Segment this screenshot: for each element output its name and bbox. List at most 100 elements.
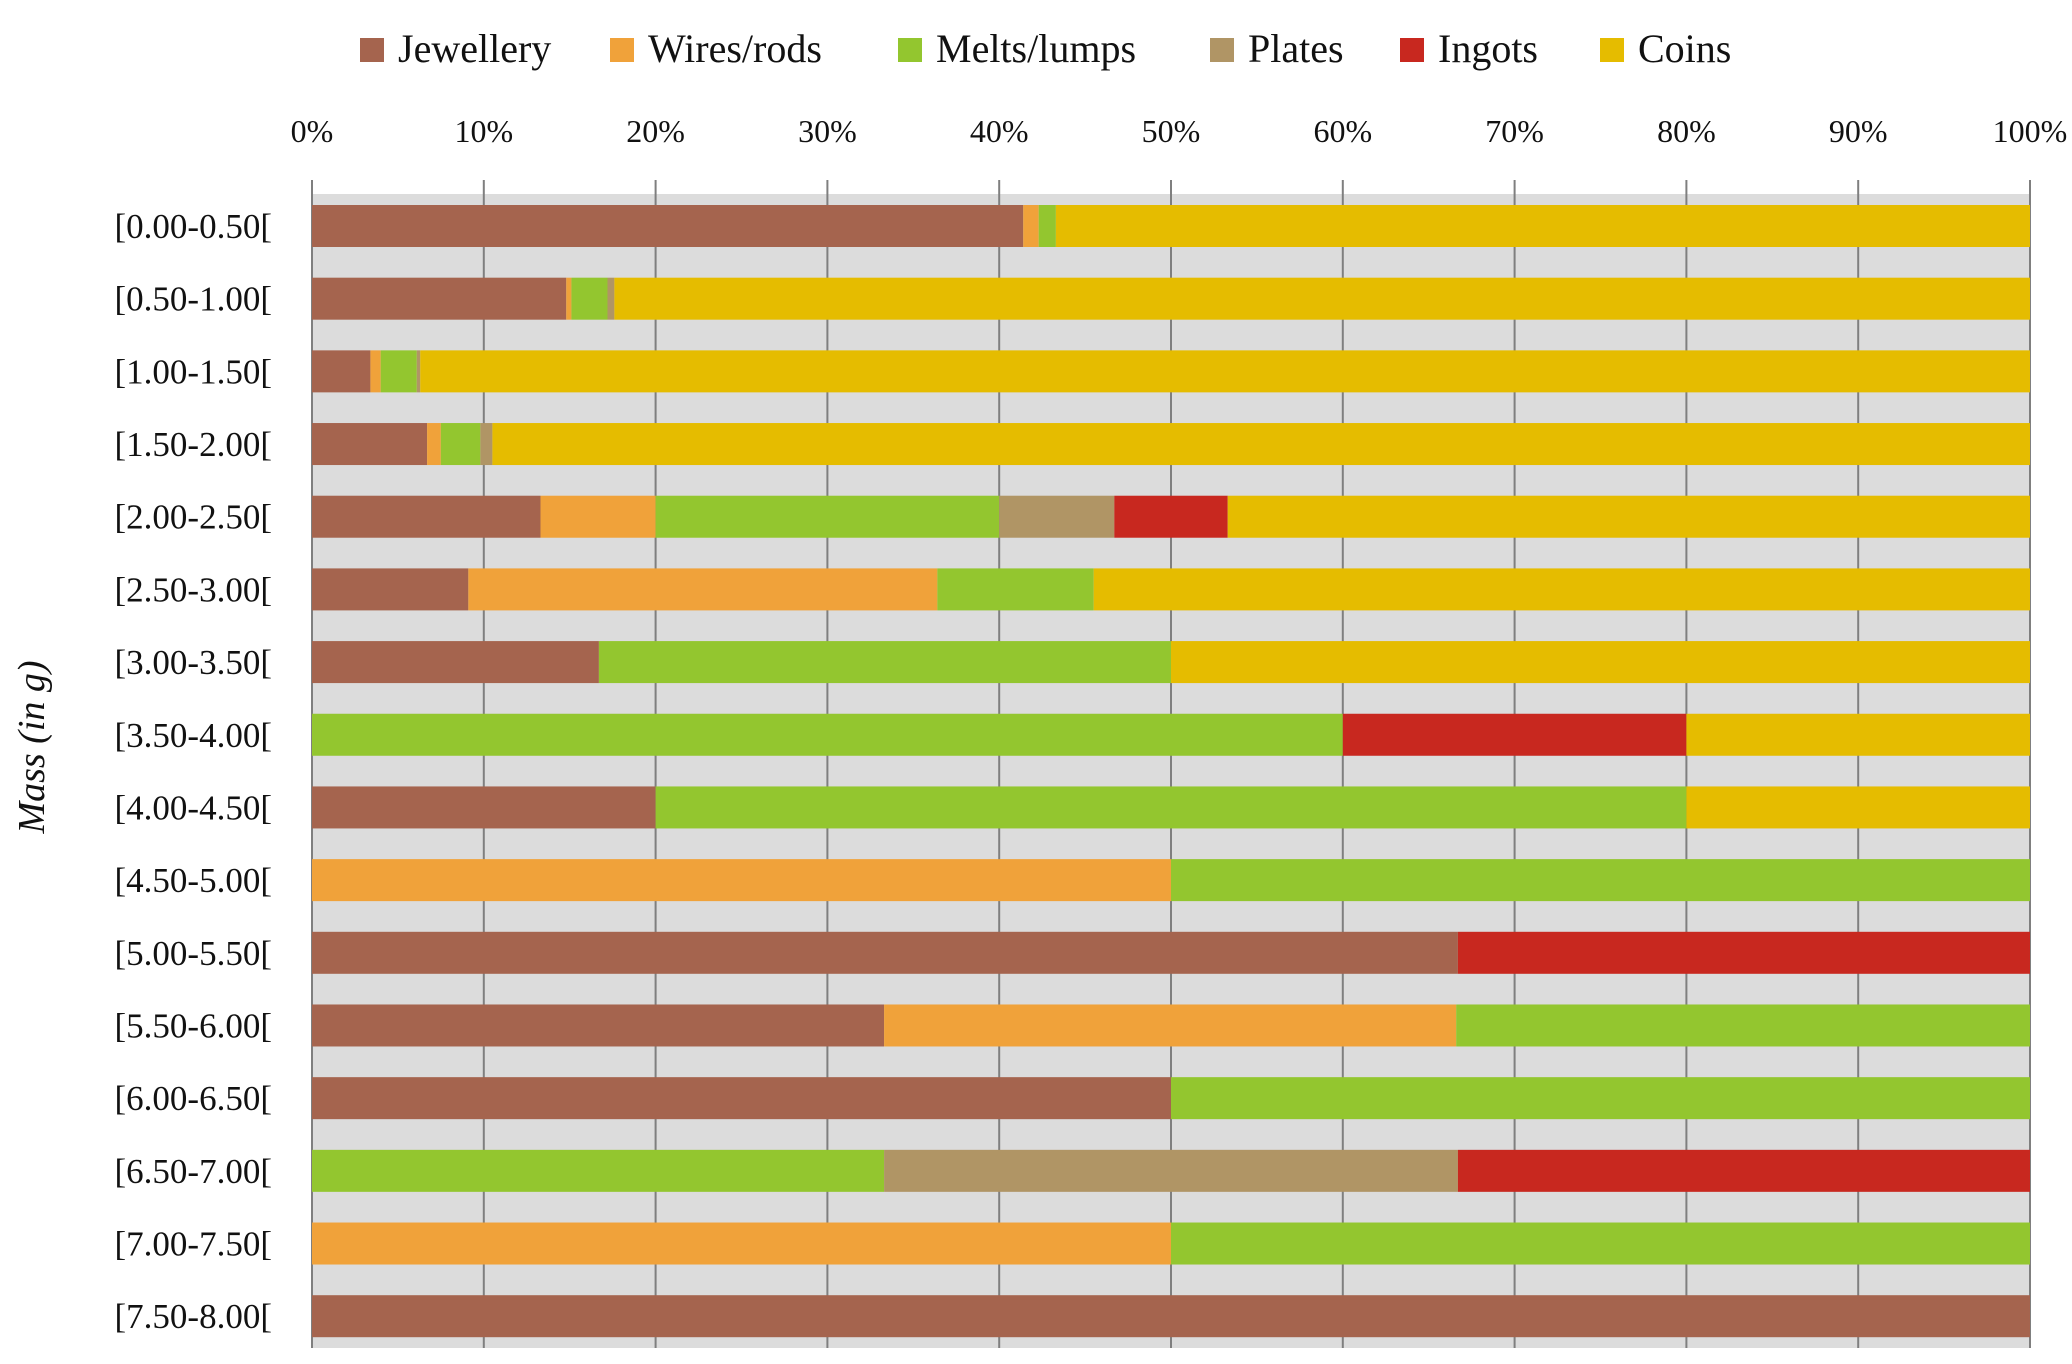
bar-segment-coins: [1686, 786, 2030, 829]
x-tick-label: 50%: [1142, 113, 1201, 149]
y-axis-categories: [0.00-0.50[ [0.50-1.00[ [1.00-1.50[ [1.50-2…: [115, 207, 272, 1336]
y-category-label: [3.00-3.50[: [115, 643, 272, 682]
legend-swatch: [1210, 38, 1234, 62]
bar-segment-coins: [1686, 713, 2030, 756]
y-category-label: [1.50-2.00[: [115, 425, 272, 464]
bar-segment-jewellery: [312, 931, 1458, 974]
bar-segment-melts-lumps: [1171, 1077, 2030, 1120]
x-tick-label: 30%: [798, 113, 857, 149]
bar-segment-melts-lumps: [312, 1149, 885, 1192]
bar-segment-plates: [999, 495, 1115, 538]
bar-segment-coins: [1227, 495, 2030, 538]
plot-area: [311, 180, 2031, 1348]
bar-segment-melts-lumps: [571, 277, 608, 320]
y-category-label: [4.00-4.50[: [115, 788, 272, 827]
y-category-label: [7.50-8.00[: [115, 1297, 272, 1336]
legend-label: Melts/lumps: [936, 26, 1136, 71]
bar-segment-jewellery: [312, 350, 371, 393]
legend: Jewellery Wires/rods Melts/lumps Plates Ingo…: [360, 26, 1731, 71]
bar-segment-wires-rods: [566, 277, 572, 320]
bar-segment-jewellery: [312, 205, 1024, 247]
bar-segment-melts-lumps: [937, 568, 1094, 611]
bar-segment-coins: [614, 277, 2031, 320]
y-category-label: [4.50-5.00[: [115, 861, 272, 900]
bar-segment-jewellery: [312, 786, 656, 829]
legend-label: Ingots: [1438, 26, 1538, 71]
bar-segment-jewellery: [312, 1004, 885, 1047]
y-category-label: [5.50-6.00[: [115, 1006, 272, 1045]
bar-segment-plates: [416, 350, 421, 393]
legend-item: Plates: [1210, 26, 1344, 71]
x-tick-label: 10%: [454, 113, 513, 149]
bar-segment-plates: [607, 277, 615, 320]
x-tick-label: 0%: [291, 113, 334, 149]
y-category-label: [6.50-7.00[: [115, 1152, 272, 1191]
bar-segment-coins: [420, 350, 2030, 393]
bar-segment-ingots: [1342, 713, 1687, 756]
x-tick-label: 20%: [626, 113, 685, 149]
y-category-label: [6.00-6.50[: [115, 1079, 272, 1118]
legend-swatch: [1400, 38, 1424, 62]
bar-segment-coins: [492, 423, 2030, 466]
y-category-label: [2.00-2.50[: [115, 498, 272, 537]
y-category-label: [0.50-1.00[: [115, 280, 272, 319]
x-tick-label: 80%: [1657, 113, 1716, 149]
bar-segment-coins: [1093, 568, 2030, 611]
bar-segment-wires-rods: [884, 1004, 1457, 1047]
y-axis-label: Mass (in g): [11, 660, 53, 834]
bar-segment-jewellery: [312, 423, 428, 466]
bar-segment-melts-lumps: [655, 495, 1000, 538]
x-tick-label: 90%: [1829, 113, 1888, 149]
bar-segment-melts-lumps: [598, 641, 1171, 684]
bar-segment-melts-lumps: [380, 350, 417, 393]
bar-segment-jewellery: [312, 568, 469, 611]
y-category-label: [1.00-1.50[: [115, 352, 272, 391]
legend-swatch: [360, 38, 384, 62]
x-axis-ticks: 0% 10% 20% 30% 40% 50% 60% 70% 80% 90% 100%: [291, 113, 2068, 149]
bar-segment-wires-rods: [540, 495, 656, 538]
y-category-label: [0.00-0.50[: [115, 207, 272, 246]
bar-segment-wires-rods: [468, 568, 938, 611]
y-category-label: [7.00-7.50[: [115, 1225, 272, 1264]
bar-segment-plates: [480, 423, 493, 466]
bar-segment-melts-lumps: [1456, 1004, 2030, 1047]
bar-segment-melts-lumps: [1171, 1222, 2030, 1265]
legend-item: Coins: [1600, 26, 1731, 71]
legend-swatch: [898, 38, 922, 62]
bar-segment-melts-lumps: [440, 423, 481, 466]
legend-item: Ingots: [1400, 26, 1538, 71]
bar-segment-wires-rods: [312, 859, 1171, 902]
bar-segment-jewellery: [312, 495, 541, 538]
bar-segment-jewellery: [312, 277, 567, 320]
bar-segment-coins: [1171, 641, 2030, 684]
bar-segment-jewellery: [312, 1077, 1171, 1120]
bar-segment-jewellery: [312, 1295, 2030, 1338]
legend-item: Melts/lumps: [898, 26, 1136, 71]
bar-segment-melts-lumps: [655, 786, 1687, 829]
bar-segment-ingots: [1457, 1149, 2030, 1192]
legend-label: Jewellery: [398, 26, 551, 71]
legend-label: Wires/rods: [648, 26, 822, 71]
bar-segment-melts-lumps: [1038, 205, 1056, 247]
bar-segment-wires-rods: [1023, 205, 1039, 247]
legend-label: Coins: [1638, 26, 1731, 71]
bar-segment-wires-rods: [370, 350, 381, 393]
legend-swatch: [610, 38, 634, 62]
x-tick-label: 60%: [1313, 113, 1372, 149]
legend-label: Plates: [1248, 26, 1344, 71]
y-category-label: [2.50-3.00[: [115, 570, 272, 609]
legend-item: Jewellery: [360, 26, 551, 71]
bar-segment-plates: [884, 1149, 1458, 1192]
bar-segment-jewellery: [312, 641, 599, 684]
legend-item: Wires/rods: [610, 26, 822, 71]
bar-segment-melts-lumps: [1171, 859, 2030, 902]
x-tick-label: 100%: [1993, 113, 2068, 149]
y-category-label: [5.00-5.50[: [115, 934, 272, 973]
bar-segment-coins: [1055, 205, 2030, 247]
legend-swatch: [1600, 38, 1624, 62]
bar-segment-melts-lumps: [312, 713, 1343, 756]
bar-segment-wires-rods: [312, 1222, 1171, 1265]
x-tick-label: 70%: [1485, 113, 1544, 149]
bar-segment-ingots: [1114, 495, 1228, 538]
